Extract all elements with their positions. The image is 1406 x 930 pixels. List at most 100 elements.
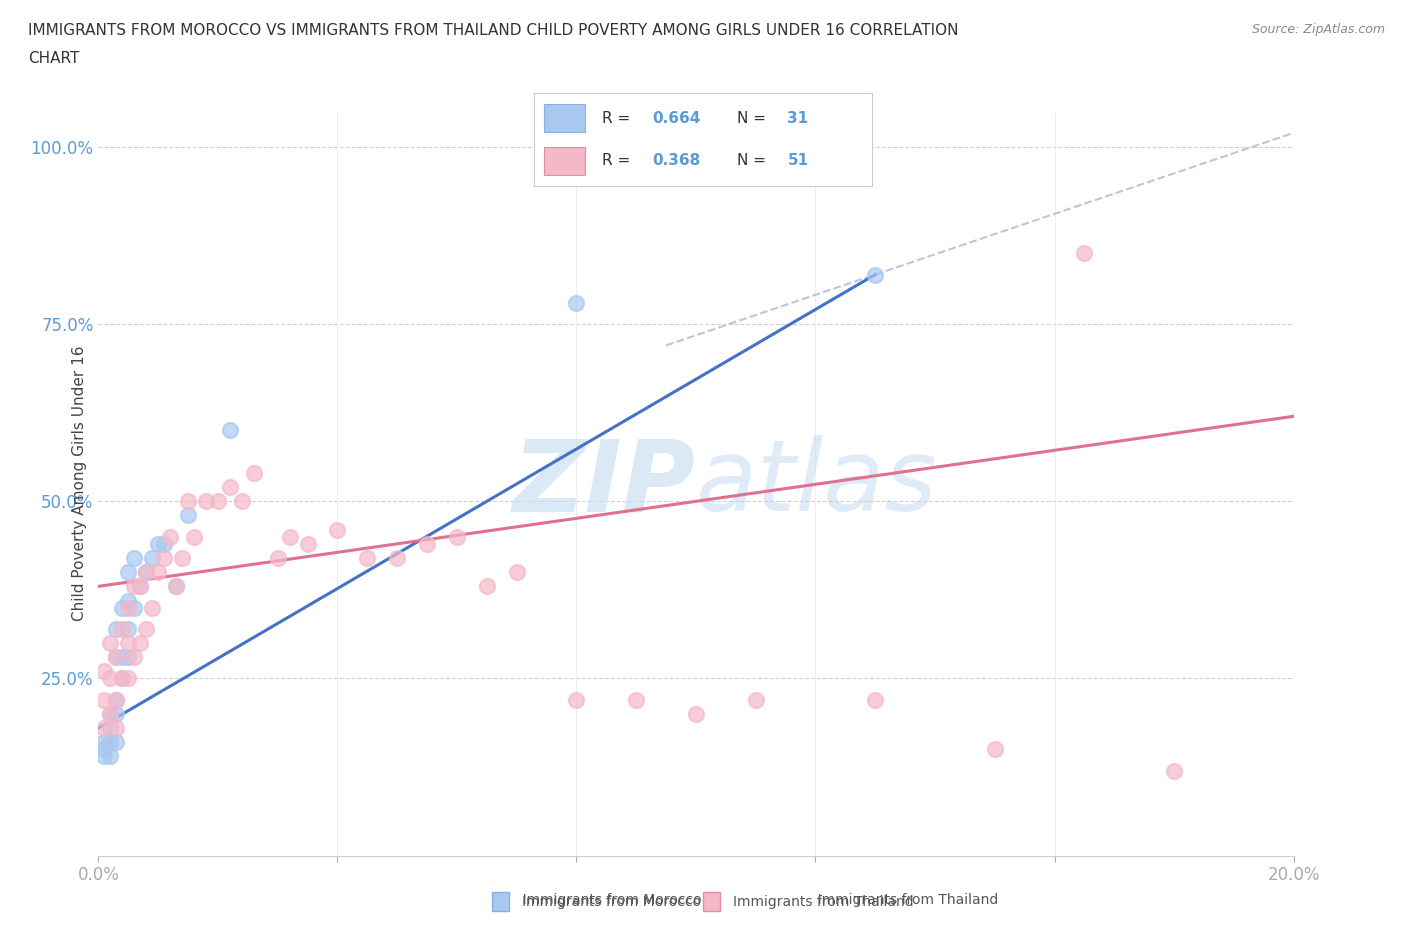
Point <box>565 296 588 311</box>
Point <box>141 551 163 565</box>
Point <box>124 650 146 665</box>
Text: Source: ZipAtlas.com: Source: ZipAtlas.com <box>1251 23 1385 36</box>
Point <box>129 578 152 593</box>
Text: Immigrants from Thailand: Immigrants from Thailand <box>787 893 998 907</box>
Point <box>105 650 128 665</box>
Point <box>278 529 301 544</box>
Text: Immigrants from Morocco: Immigrants from Morocco <box>492 893 702 907</box>
Text: 31: 31 <box>787 111 808 126</box>
Point <box>135 565 157 579</box>
Point <box>153 551 176 565</box>
Text: R =: R = <box>602 153 636 168</box>
Text: Immigrants from Thailand: Immigrants from Thailand <box>733 895 912 909</box>
Point <box>865 692 887 707</box>
Point <box>685 707 707 722</box>
Point <box>98 707 122 722</box>
Point <box>135 565 157 579</box>
Point <box>105 735 128 750</box>
Point <box>231 494 253 509</box>
Point <box>446 529 468 544</box>
Point <box>98 635 122 650</box>
Bar <box>544 104 585 132</box>
Point <box>98 707 122 722</box>
Point <box>117 565 139 579</box>
Point <box>129 578 152 593</box>
Point <box>117 621 139 636</box>
Text: ZIP: ZIP <box>513 435 696 532</box>
Point <box>626 692 648 707</box>
Point <box>117 650 139 665</box>
Point <box>105 692 128 707</box>
Point <box>129 635 152 650</box>
Point <box>93 749 115 764</box>
Point <box>165 578 187 593</box>
Point <box>98 671 122 686</box>
Point <box>148 565 170 579</box>
Point <box>475 578 498 593</box>
Point <box>141 600 163 615</box>
Point <box>195 494 218 509</box>
Point <box>153 537 176 551</box>
Point <box>297 537 319 551</box>
Point <box>506 565 529 579</box>
Point <box>93 742 115 757</box>
Point <box>1073 246 1095 260</box>
Point <box>1163 764 1185 778</box>
Point <box>416 537 439 551</box>
Bar <box>492 893 509 911</box>
Point <box>207 494 229 509</box>
Point <box>385 551 409 565</box>
Point <box>243 466 266 481</box>
Point <box>117 635 139 650</box>
Text: 0.664: 0.664 <box>652 111 700 126</box>
Text: 0.368: 0.368 <box>652 153 700 168</box>
Point <box>105 707 128 722</box>
Point <box>105 692 128 707</box>
Point <box>98 721 122 736</box>
Point <box>326 523 349 538</box>
Point <box>865 267 887 282</box>
Point <box>117 593 139 608</box>
Point <box>111 671 134 686</box>
Point <box>93 735 115 750</box>
Text: Immigrants from Morocco: Immigrants from Morocco <box>522 895 700 909</box>
Point <box>124 600 146 615</box>
Point <box>111 621 134 636</box>
Point <box>111 650 134 665</box>
Text: CHART: CHART <box>28 51 80 66</box>
Point <box>98 735 122 750</box>
Point <box>565 692 588 707</box>
Text: R =: R = <box>602 111 636 126</box>
Point <box>165 578 187 593</box>
Point <box>105 650 128 665</box>
Text: IMMIGRANTS FROM MOROCCO VS IMMIGRANTS FROM THAILAND CHILD POVERTY AMONG GIRLS UN: IMMIGRANTS FROM MOROCCO VS IMMIGRANTS FR… <box>28 23 959 38</box>
Point <box>93 692 115 707</box>
Point <box>111 671 134 686</box>
Point <box>98 749 122 764</box>
Point <box>135 621 157 636</box>
Point <box>117 600 139 615</box>
Bar <box>544 147 585 175</box>
Y-axis label: Child Poverty Among Girls Under 16: Child Poverty Among Girls Under 16 <box>72 346 87 621</box>
Point <box>105 621 128 636</box>
Bar <box>703 893 720 911</box>
Point <box>159 529 181 544</box>
Text: 51: 51 <box>787 153 808 168</box>
Point <box>219 480 242 495</box>
Text: atlas: atlas <box>696 435 938 532</box>
Text: N =: N = <box>737 153 770 168</box>
Point <box>93 664 115 679</box>
Point <box>93 721 115 736</box>
Point <box>745 692 768 707</box>
Point <box>117 671 139 686</box>
Point <box>172 551 194 565</box>
Text: N =: N = <box>737 111 770 126</box>
Point <box>124 551 146 565</box>
Point <box>124 578 146 593</box>
Point <box>105 721 128 736</box>
Point <box>219 423 242 438</box>
Point <box>183 529 205 544</box>
Point <box>148 537 170 551</box>
Point <box>111 600 134 615</box>
Point <box>984 742 1007 757</box>
